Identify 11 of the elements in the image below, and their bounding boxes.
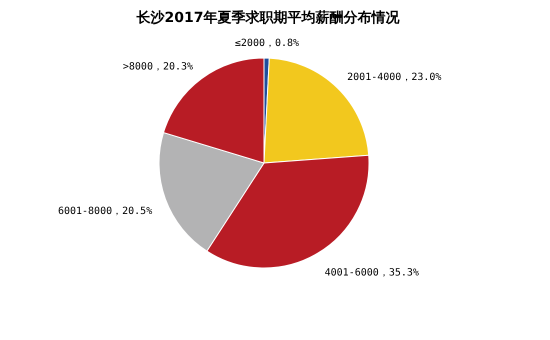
slice-label: >8000: [122, 61, 153, 72]
slice-label: 2001-4000: [347, 72, 402, 83]
slice-label: ≤2000: [234, 38, 265, 50]
data-label: ，23.0%: [401, 72, 442, 83]
chart-title: 长沙2017年夏季求职期平均薪酬分布情况: [136, 9, 400, 26]
slice-label: 6001-8000: [58, 206, 112, 217]
slice-label: 4001-6000: [324, 267, 379, 278]
data-label: ，20.5%: [112, 206, 152, 217]
data-label: ，0.8%: [265, 38, 300, 50]
data-label: ，35.3%: [378, 267, 419, 278]
data-label: ，20.3%: [152, 61, 194, 72]
